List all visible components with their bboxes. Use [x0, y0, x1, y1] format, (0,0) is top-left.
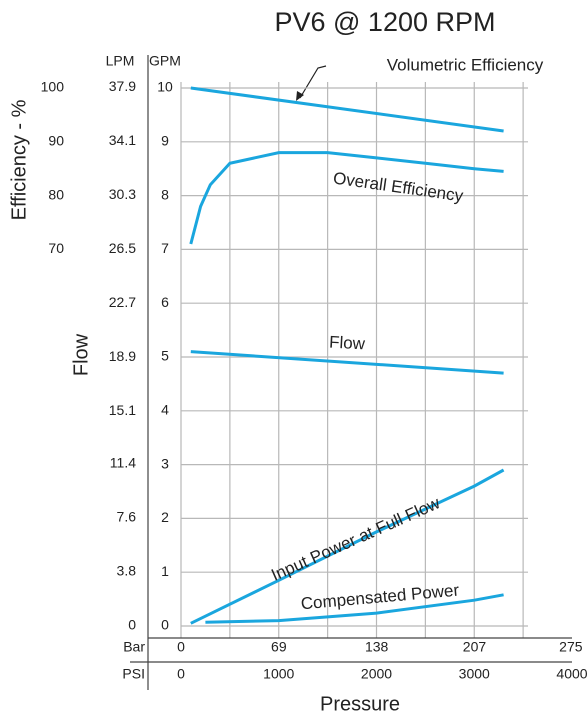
x-unit: PSI	[122, 666, 145, 682]
x-axis-title: Pressure	[320, 693, 400, 715]
series-line	[205, 593, 504, 624]
y3-tick-label: 11.4	[110, 455, 136, 471]
y3-tick-label: 26.5	[109, 240, 136, 256]
y-tick-label: 10	[157, 79, 173, 95]
chart-title: PV6 @ 1200 RPM	[274, 7, 495, 37]
y-tick-label: 9	[161, 133, 169, 149]
y2-tick-label: 80	[48, 186, 64, 202]
series-line	[190, 468, 505, 625]
series-line	[190, 86, 504, 133]
y3-tick-label: 34.1	[109, 132, 136, 148]
y3-tick-label: 37.9	[109, 78, 136, 94]
y-tick-label: 0	[161, 617, 169, 633]
y-tick-label: 4	[161, 402, 169, 418]
y2-tick-label: 90	[48, 133, 64, 149]
leader-line	[299, 65, 327, 99]
y3-tick-label: 0	[128, 617, 136, 633]
x2-unit: Bar	[123, 639, 145, 655]
series-line	[189, 151, 504, 245]
y-tick-label: 8	[161, 186, 169, 202]
y3-tick-label: 15.1	[109, 402, 136, 418]
series-label: Compensated Power	[300, 581, 460, 614]
x-tick-label: 4000	[556, 666, 587, 682]
leader-arrow	[296, 91, 304, 101]
x-tick-label: 2000	[361, 666, 392, 682]
y2-axis-title: Efficiency - %	[8, 99, 30, 220]
x-tick-label: 1000	[263, 666, 294, 682]
x2-tick-label: 275	[559, 639, 583, 655]
series-line	[190, 350, 504, 375]
x-tick-label: 0	[177, 666, 185, 682]
series-label: Volumetric Efficiency	[387, 55, 544, 74]
y3-tick-label: 7.6	[117, 509, 137, 525]
y-axis-title: Flow	[70, 333, 92, 376]
y2-tick-label: 100	[41, 79, 65, 95]
y-tick-label: 1	[161, 563, 169, 579]
y-tick-label: 5	[161, 348, 169, 364]
y-unit: GPM	[149, 53, 181, 69]
x2-tick-label: 69	[271, 639, 287, 655]
series-label: Input Power at Full Flow	[268, 493, 443, 585]
y-tick-label: 3	[161, 455, 169, 471]
y-tick-label: 6	[161, 294, 169, 310]
y3-tick-label: 3.8	[117, 563, 137, 579]
series-label: Flow	[329, 333, 367, 354]
y3-tick-label: 22.7	[109, 294, 136, 310]
y-tick-label: 7	[161, 240, 169, 256]
series-label: Overall Efficiency	[332, 168, 465, 205]
x-tick-label: 3000	[459, 666, 490, 682]
y3-tick-label: 30.3	[109, 186, 136, 202]
x2-tick-label: 138	[365, 639, 389, 655]
y3-tick-label: 18.9	[109, 348, 136, 364]
y3-unit: LPM	[106, 53, 135, 69]
x2-tick-label: 207	[463, 639, 487, 655]
y2-tick-label: 70	[48, 240, 64, 256]
y-tick-label: 2	[161, 509, 169, 525]
x2-tick-label: 0	[177, 639, 185, 655]
